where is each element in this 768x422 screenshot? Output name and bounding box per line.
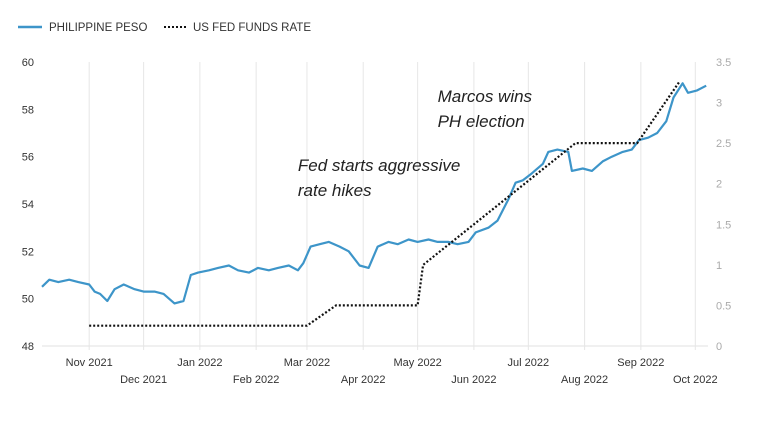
annotation-text: PH election	[438, 112, 525, 131]
y-right-tick-label: 0.5	[716, 300, 731, 312]
y-right-tick-label: 0	[716, 341, 722, 353]
legend-peso-label: PHILIPPINE PESO	[49, 22, 147, 34]
y-left-tick-label: 58	[22, 104, 34, 116]
y-left-tick-label: 60	[22, 57, 34, 69]
grid	[42, 62, 708, 350]
x-axis: Nov 2021 Dec 2021 Jan 2022 Feb 2022 Mar 2022…	[66, 357, 718, 386]
annotations: Marcos wins PH election Fed starts aggress…	[298, 87, 533, 200]
x-tick-label: Feb 2022	[233, 374, 279, 386]
y-left-tick-label: 56	[22, 152, 34, 164]
y-axis-left: 48 50 52 54 56 58 60	[22, 57, 34, 353]
x-tick-label: Oct 2022	[673, 374, 718, 386]
legend-fed-label: US FED FUNDS RATE	[193, 22, 311, 34]
annotation-text: Marcos wins	[438, 87, 533, 106]
y-left-tick-label: 54	[22, 199, 34, 211]
annotation-text: rate hikes	[298, 181, 372, 200]
x-tick-label: Dec 2021	[120, 374, 167, 386]
y-right-tick-label: 2.5	[716, 138, 731, 150]
series	[41, 81, 707, 327]
x-tick-label: Sep 2022	[617, 357, 664, 369]
legend: PHILIPPINE PESO US FED FUNDS RATE	[18, 22, 311, 34]
y-left-tick-label: 50	[22, 294, 34, 306]
y-left-tick-label: 52	[22, 246, 34, 258]
y-right-tick-label: 1	[716, 260, 722, 272]
x-tick-label: Jan 2022	[177, 357, 222, 369]
y-right-tick-label: 3.5	[716, 57, 731, 69]
x-tick-label: Jul 2022	[508, 357, 550, 369]
y-axis-right: 0 0.5 1 1.5 2 2.5 3 3.5	[716, 57, 731, 353]
y-right-tick-label: 1.5	[716, 219, 731, 231]
x-tick-label: Aug 2022	[561, 374, 608, 386]
annotation-text: Fed starts aggressive	[298, 156, 461, 175]
fed-funds-rate-line	[89, 81, 680, 327]
y-left-tick-label: 48	[22, 341, 34, 353]
x-tick-label: Jun 2022	[451, 374, 496, 386]
y-right-tick-label: 3	[716, 98, 722, 110]
y-right-tick-label: 2	[716, 179, 722, 191]
x-tick-label: May 2022	[393, 357, 441, 369]
x-tick-label: Nov 2021	[66, 357, 113, 369]
x-tick-label: Apr 2022	[341, 374, 386, 386]
philippine-peso-line	[41, 82, 707, 305]
x-tick-label: Mar 2022	[284, 357, 330, 369]
